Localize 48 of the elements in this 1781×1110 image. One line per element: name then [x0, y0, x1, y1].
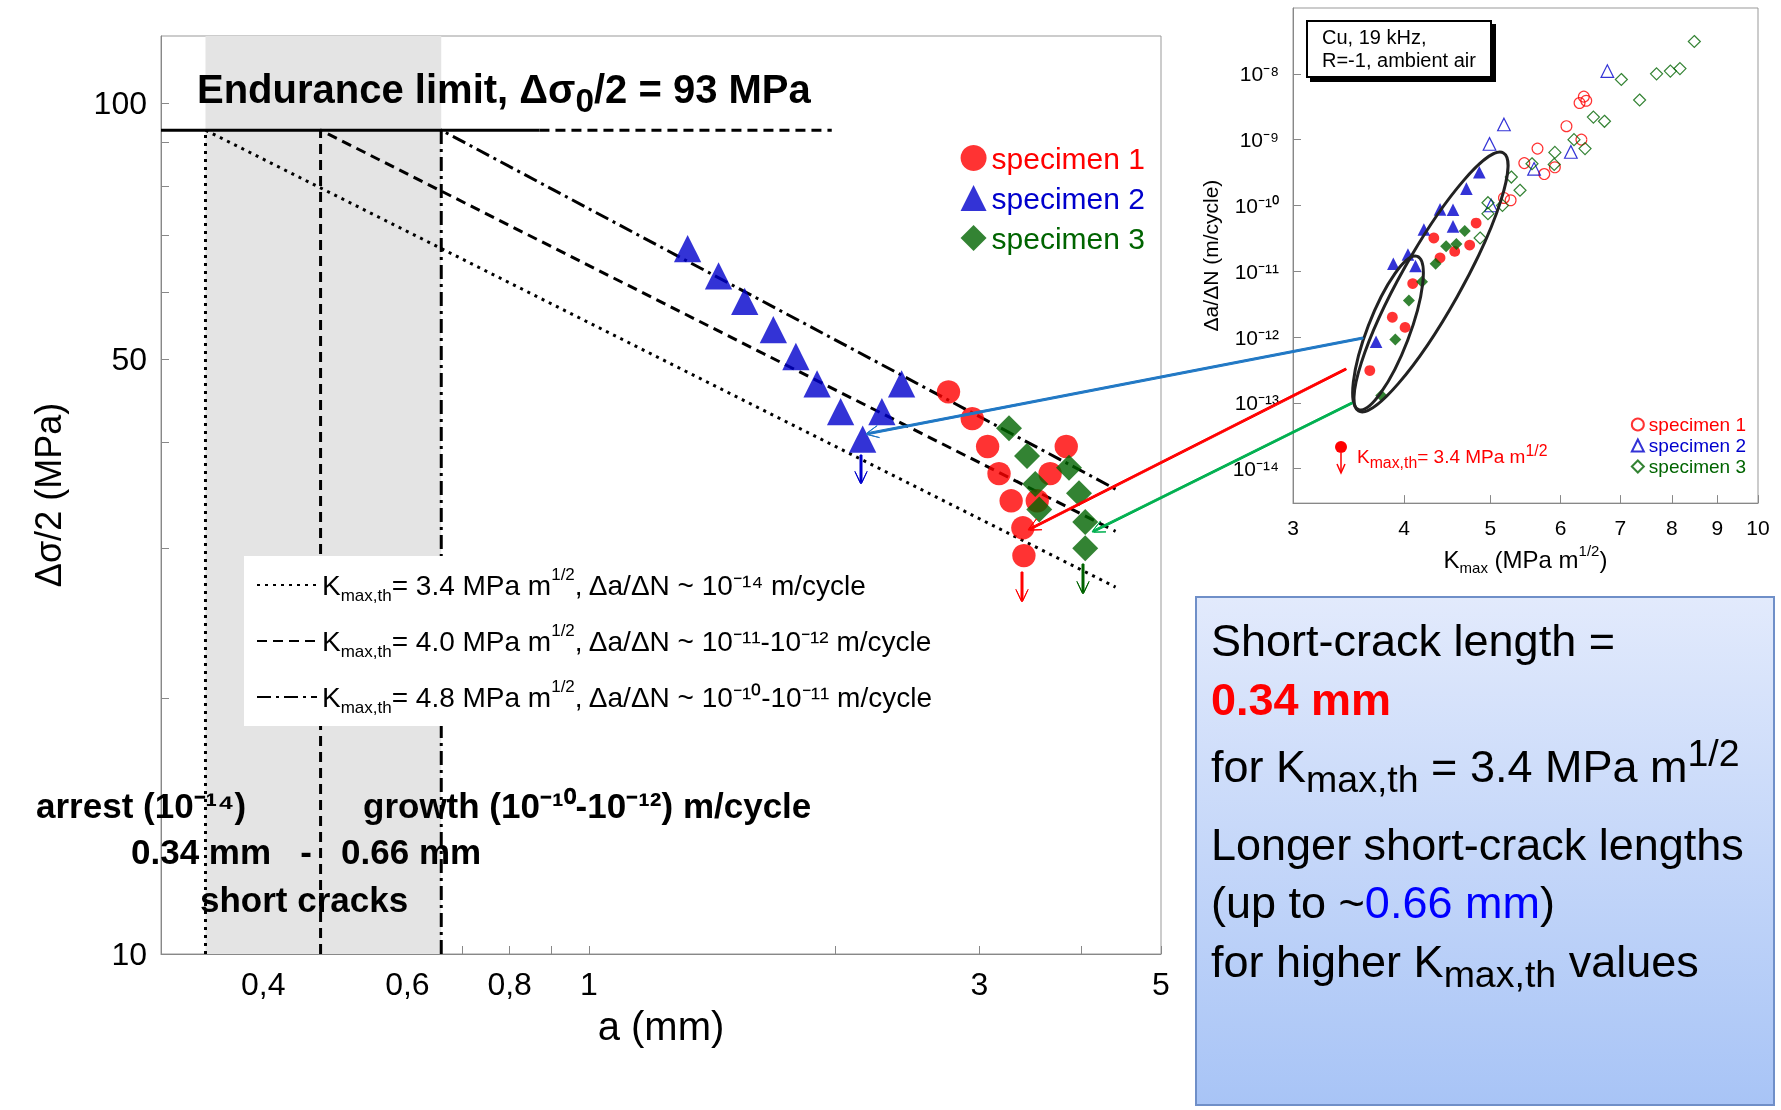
- x-tick-label: 1: [580, 966, 598, 1002]
- text: Short-crack length =: [1211, 615, 1615, 666]
- legend-label: specimen 1: [991, 141, 1146, 175]
- x-tick-label: 0,4: [241, 966, 286, 1002]
- x-tick-label: 3: [970, 966, 989, 1002]
- text: ): [1539, 877, 1555, 929]
- y-axis-title: Δσ/2 (MPa): [27, 402, 69, 588]
- x-tick-label: 4: [1398, 516, 1411, 540]
- y-tick-label: 100: [93, 85, 147, 122]
- x-axis-title: a (mm): [597, 1004, 725, 1048]
- annotation: K$_{max,th}$= 3.4 MPa m$^{1/2}$: [1357, 442, 1548, 473]
- x-tick-label: 6: [1554, 516, 1567, 540]
- y-tick-label: 10⁻⁸: [1239, 62, 1279, 86]
- x-tick-label: 0,8: [487, 966, 532, 1002]
- text: (up to ~: [1211, 877, 1365, 929]
- annotation: arrest (10⁻¹⁴): [36, 786, 247, 827]
- y-tick-label: 10: [111, 936, 147, 972]
- x-tick-label: 9: [1711, 516, 1724, 540]
- y-tick-label: 10⁻¹²: [1234, 325, 1279, 349]
- legend-label: specimen 1: [1648, 414, 1747, 435]
- y-tick-label: 10⁻¹³: [1234, 391, 1279, 415]
- text: Longer short-crack lengths: [1211, 818, 1744, 870]
- x-tick-label: 3: [1287, 516, 1299, 540]
- legend-label: specimen 3: [991, 221, 1146, 255]
- annotation: short cracks: [200, 880, 409, 921]
- text: 0.34 mm: [1211, 673, 1392, 725]
- y-tick-label: 50: [111, 341, 147, 378]
- text: for higher K$_{max,th}$ values: [1211, 935, 1699, 995]
- annotation: Cu, 19 kHz, R=-1, ambient air: [1306, 20, 1492, 78]
- x-tick-label: 7: [1614, 516, 1627, 540]
- legend-label: specimen 2: [991, 181, 1146, 215]
- legend-label: specimen 3: [1648, 456, 1747, 477]
- y-tick-label: 10⁻¹⁰: [1234, 193, 1279, 217]
- annotation: 0.34 mm - 0.66 mm: [131, 832, 482, 873]
- y-axis-title: Δa/ΔN (m/cycle): [1199, 179, 1222, 332]
- y-tick-label: 10⁻¹¹: [1234, 259, 1279, 283]
- annotation: growth (10⁻¹⁰-10⁻¹²) m/cycle: [363, 786, 812, 827]
- x-tick-label: 10: [1746, 516, 1770, 540]
- x-tick-label: 0,6: [385, 966, 430, 1002]
- x-tick-label: 5: [1152, 966, 1170, 1002]
- annotation: Endurance limit, Δσ$_{0}$/2 = 93 MPa: [197, 66, 811, 121]
- x-tick-label: 8: [1665, 516, 1678, 540]
- legend-label: specimen 2: [1648, 435, 1747, 456]
- text: for K$_{max,th}$ = 3.4 MPa m$^{1/2}$: [1211, 732, 1740, 800]
- y-tick-label: 10⁻¹⁴: [1232, 457, 1279, 481]
- x-tick-label: 5: [1484, 516, 1497, 540]
- text: 0.66 mm: [1364, 877, 1540, 929]
- y-tick-label: 10⁻⁹: [1239, 128, 1279, 152]
